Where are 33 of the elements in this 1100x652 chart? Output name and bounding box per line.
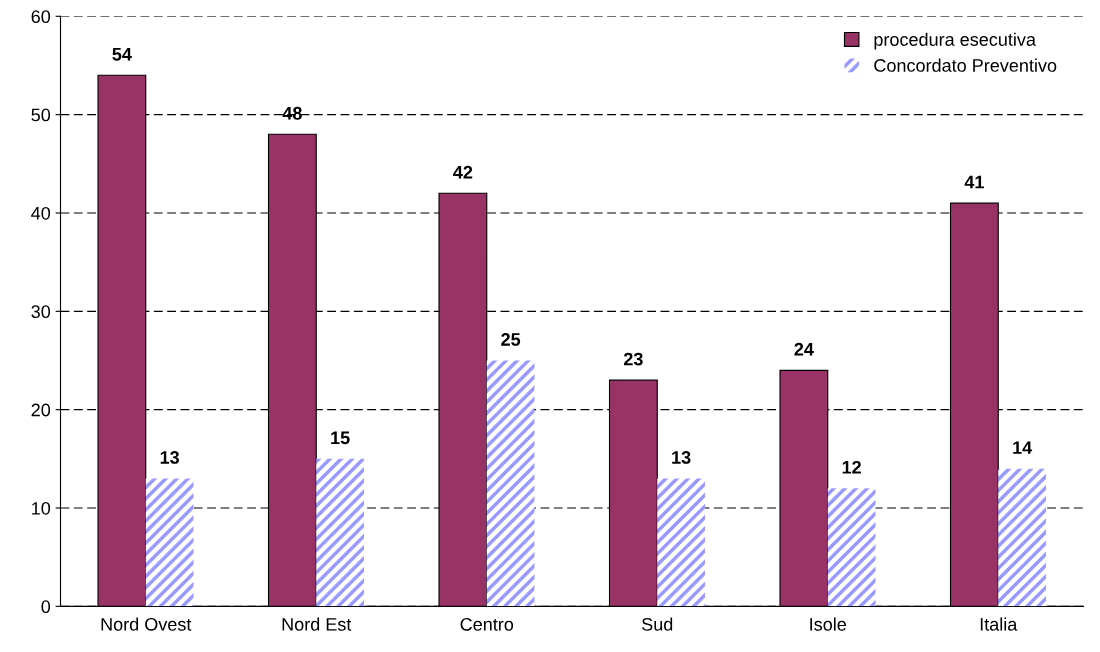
x-tick-label: Nord Ovest <box>101 617 192 631</box>
data-label: 24 <box>794 342 814 356</box>
x-tick-label: Sud <box>642 617 673 631</box>
x-tick-label: Isole <box>810 617 847 631</box>
data-label: 12 <box>842 460 861 474</box>
data-label: 14 <box>1013 441 1033 454</box>
data-label: 23 <box>623 352 643 366</box>
bar <box>145 478 194 607</box>
data-label: 25 <box>501 333 521 346</box>
data-label: 13 <box>672 451 691 464</box>
y-tick-label: 50 <box>31 108 51 122</box>
y-tick-label: 30 <box>31 305 51 319</box>
y-tick-label: 40 <box>31 206 51 220</box>
bar <box>998 468 1046 607</box>
legend-label: procedura esecutiva <box>874 32 1036 50</box>
data-label: 48 <box>282 106 302 120</box>
legend-label: Concordato Preventivo <box>874 58 1057 72</box>
data-label: 54 <box>112 48 132 61</box>
y-tick-label: 20 <box>31 403 51 417</box>
x-tick-label: Centro <box>460 617 514 631</box>
y-tick-label: 60 <box>31 10 51 24</box>
bar <box>316 458 364 607</box>
y-tick-label: 0 <box>41 600 51 614</box>
y-tick-label: 10 <box>32 501 51 515</box>
x-tick-label: Nord Est <box>282 617 352 631</box>
x-tick-label: Italia <box>980 617 1018 631</box>
data-label: 41 <box>964 175 984 189</box>
data-label: 42 <box>453 165 473 179</box>
bar <box>827 488 876 607</box>
bar <box>657 478 705 607</box>
data-label: 15 <box>331 431 350 445</box>
bar <box>486 360 535 607</box>
data-label: 13 <box>160 451 180 464</box>
